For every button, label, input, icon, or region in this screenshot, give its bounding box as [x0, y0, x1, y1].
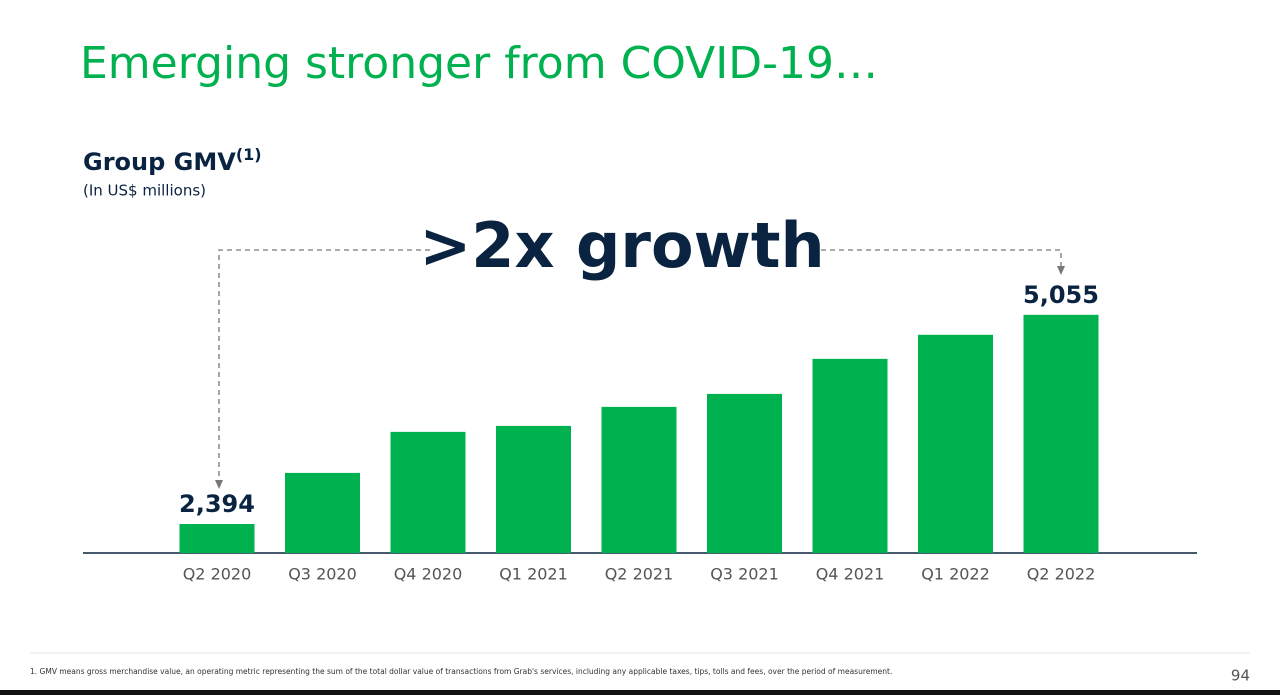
annotation: >2x growth — [419, 209, 824, 282]
title-note: (1) — [236, 145, 262, 164]
x-tick-label: Q2 2021 — [605, 565, 674, 584]
x-tick-label: Q2 2022 — [1027, 565, 1096, 584]
right-arrow — [812, 249, 1062, 266]
page-title: Emerging stronger from COVID-19… — [80, 38, 878, 89]
subtitle: (In US$ millions) — [83, 182, 206, 200]
arrow-head — [215, 480, 223, 489]
value-label: 5,055 — [1023, 281, 1099, 309]
arrow-head — [1057, 266, 1065, 275]
x-tick-label: Q1 2021 — [499, 565, 568, 584]
footnote: 1. GMV means gross merchandise value, an… — [30, 667, 892, 676]
bar — [496, 425, 571, 553]
bar — [812, 358, 888, 553]
value-label: 2,394 — [179, 490, 255, 518]
bar — [707, 393, 782, 553]
x-tick-label: Q2 2020 — [183, 565, 252, 584]
x-tick-label: Q1 2022 — [921, 565, 990, 584]
x-tick-label: Q4 2021 — [816, 565, 885, 584]
bar — [285, 472, 360, 553]
growth-arrows — [218, 249, 1062, 480]
x-tick-label: Q4 2020 — [394, 565, 463, 584]
bar — [1023, 314, 1099, 553]
bar — [601, 406, 677, 553]
page-number: 94 — [1231, 667, 1250, 685]
bar — [918, 334, 993, 553]
x-tick-label: Q3 2020 — [288, 565, 357, 584]
bar — [390, 431, 466, 553]
left-arrow — [218, 249, 430, 480]
x-tick-label: Q3 2021 — [710, 565, 779, 584]
bottom-bar — [0, 690, 1280, 695]
bar — [179, 523, 255, 553]
chart-title-text: Group GMV — [83, 148, 236, 176]
chart-title: Group GMV(1) — [83, 145, 262, 177]
